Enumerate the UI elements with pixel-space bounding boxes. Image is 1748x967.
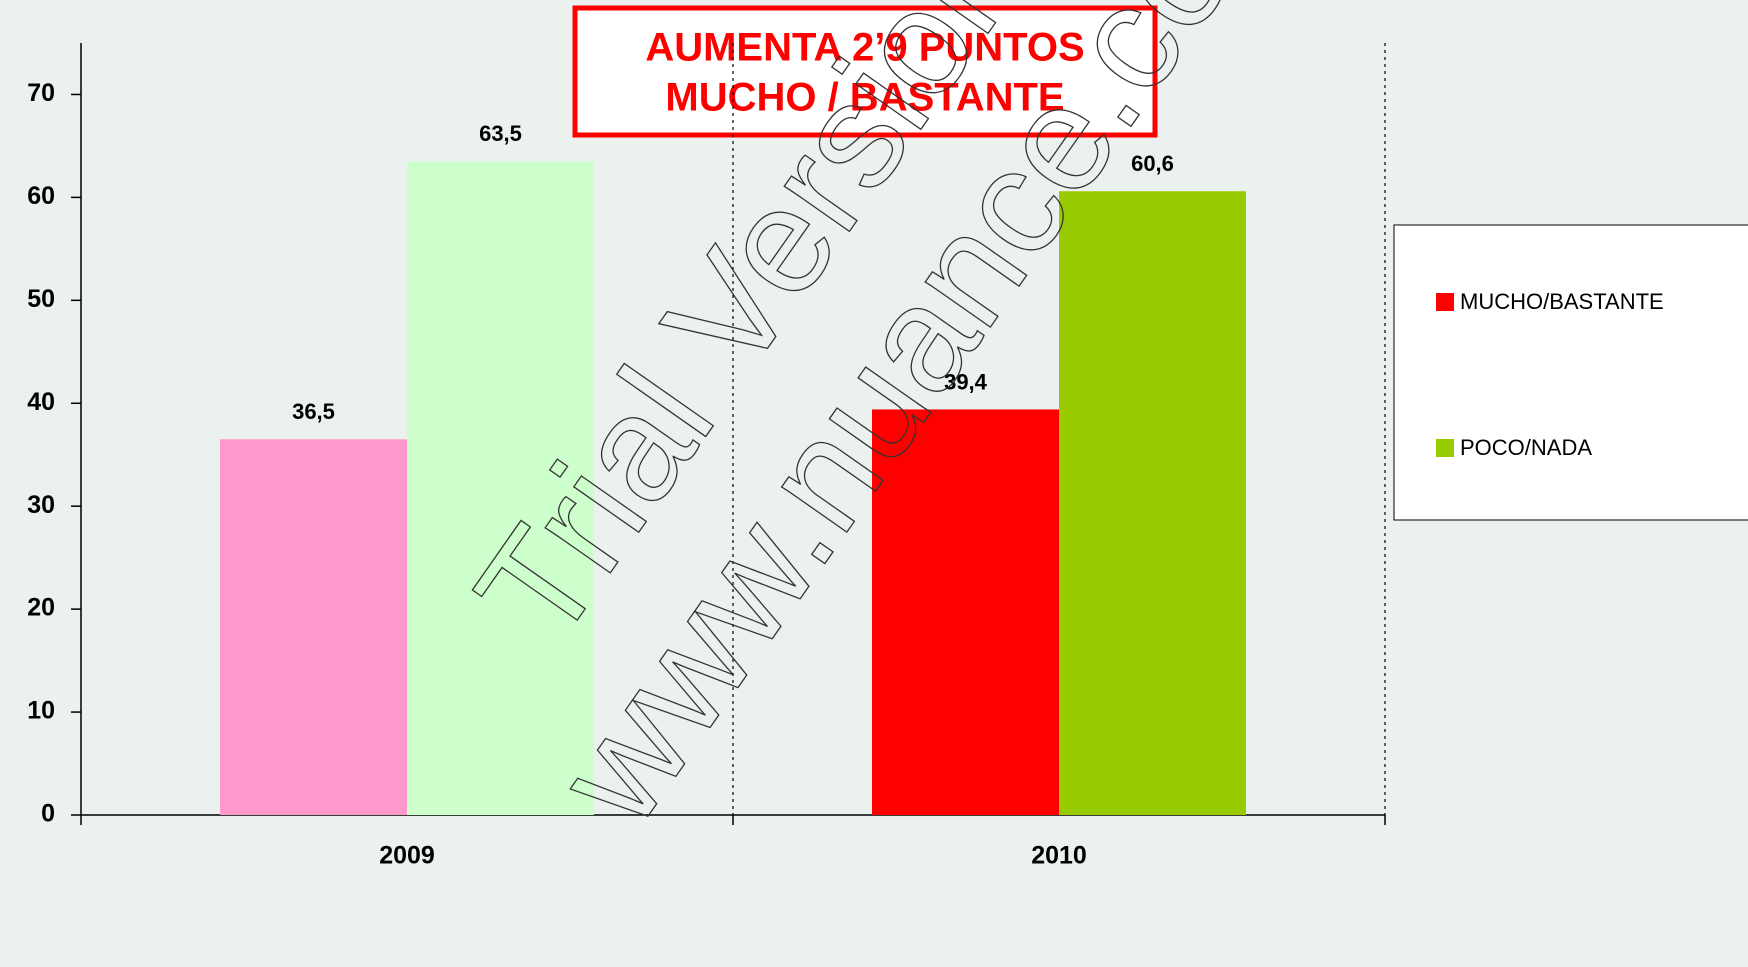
x-tick-label: 2010: [1031, 842, 1087, 870]
legend-label: POCO/NADA: [1460, 435, 1592, 460]
y-tick-label: 10: [27, 697, 55, 725]
data-label: 36,5: [292, 399, 335, 424]
legend-box: [1393, 224, 1748, 521]
x-tick-label: 2009: [379, 842, 435, 870]
bar: [407, 161, 594, 815]
y-tick-label: 0: [41, 800, 55, 828]
y-tick-label: 60: [27, 182, 55, 210]
y-tick-label: 20: [27, 594, 55, 622]
annotation: MUCHO / BASTANTE: [665, 76, 1064, 120]
annotation: AUMENTA 2’9 PUNTOS: [645, 26, 1084, 70]
legend-swatch: [1436, 439, 1454, 457]
y-tick-label: 30: [27, 491, 55, 519]
legend-label: MUCHO/BASTANTE: [1460, 289, 1664, 314]
y-tick-label: 70: [27, 79, 55, 107]
annotation-box: [572, 5, 1158, 138]
y-tick-label: 40: [27, 388, 55, 416]
y-tick-label: 50: [27, 285, 55, 313]
bar: [872, 409, 1059, 815]
data-label: 60,6: [1131, 151, 1174, 176]
data-label: 39,4: [944, 369, 988, 394]
legend-swatch: [1436, 293, 1454, 311]
bar: [220, 439, 407, 815]
data-label: 63,5: [479, 121, 522, 146]
bar: [1059, 191, 1246, 815]
